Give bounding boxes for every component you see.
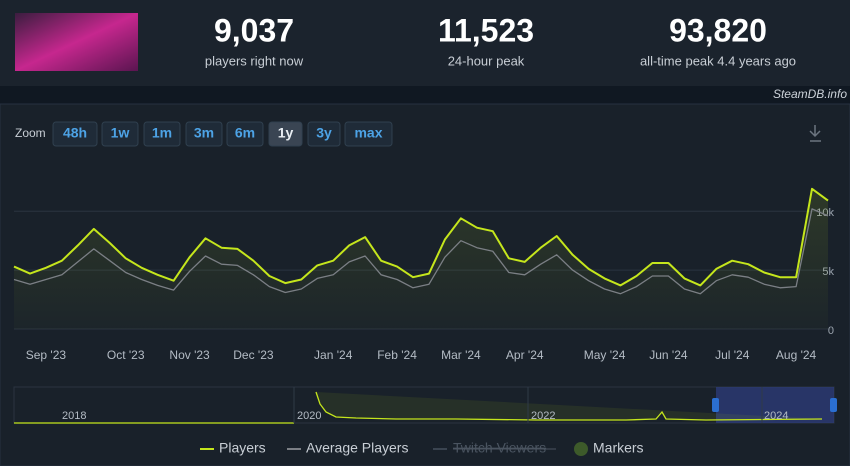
zoom-button-label[interactable]: 6m (235, 125, 255, 141)
x-tick-label: Oct '23 (107, 348, 145, 362)
x-tick-label: Dec '23 (233, 348, 274, 362)
stat-label: 24-hour peak (448, 53, 525, 68)
zoom-button[interactable] (307, 121, 341, 147)
x-tick-label: Sep '23 (26, 348, 67, 362)
x-tick-label: Jan '24 (314, 348, 353, 362)
x-tick-label: Feb '24 (377, 348, 417, 362)
series-line (13, 187, 829, 287)
zoom-button[interactable] (344, 121, 393, 147)
x-tick-label: Jun '24 (649, 348, 688, 362)
legend-swatch (574, 442, 588, 456)
source: SteamDB.info (773, 87, 847, 101)
zoom-button-label[interactable]: 3m (194, 125, 214, 141)
navigator-selection[interactable] (716, 387, 834, 423)
zoom-button[interactable] (52, 121, 98, 147)
legend-label[interactable]: Twitch Viewers (453, 440, 546, 456)
zoom-label: Zoom (15, 126, 46, 140)
navigator-handle[interactable] (830, 398, 837, 412)
navigator-label: 2018 (62, 410, 86, 422)
series-area (14, 188, 828, 329)
x-tick-label: Apr '24 (506, 348, 544, 362)
x-tick-label: Aug '24 (776, 348, 817, 362)
game-cover (15, 13, 138, 71)
navigator-label: 2024 (764, 410, 788, 422)
series-line (13, 208, 829, 295)
navigator[interactable] (13, 386, 835, 424)
stat-value: 93,820 (669, 12, 767, 48)
legend-label[interactable]: Markers (593, 440, 644, 456)
header-panel (0, 0, 850, 86)
stat-value: 9,037 (214, 12, 294, 48)
zoom-button[interactable] (143, 121, 181, 147)
zoom-button[interactable] (226, 121, 264, 147)
navigator-line (14, 391, 823, 424)
navigator-label: 2022 (531, 410, 555, 422)
stat-label: all-time peak 4.4 years ago (640, 53, 796, 68)
navigator-dividers (293, 387, 763, 423)
zoom-button-label[interactable]: max (354, 125, 382, 141)
zoom-button[interactable] (185, 121, 223, 147)
zoom-button[interactable] (101, 121, 139, 147)
stat-label: players right now (205, 53, 304, 68)
zoom-button-label[interactable]: 1m (152, 125, 172, 141)
zoom-button-label[interactable]: 1y (278, 125, 294, 141)
navigator-label: 2020 (297, 410, 321, 422)
x-tick-label: May '24 (584, 348, 626, 362)
x-tick-label: Jul '24 (715, 348, 750, 362)
legend-label[interactable]: Average Players (306, 440, 408, 456)
zoom-button-label[interactable]: 1w (111, 125, 130, 141)
navigator-handle[interactable] (712, 398, 719, 412)
x-tick-label: Mar '24 (441, 348, 481, 362)
download-icon[interactable] (809, 125, 821, 142)
x-tick-label: Nov '23 (169, 348, 210, 362)
zoom-button-label[interactable]: 3y (316, 125, 332, 141)
legend-label[interactable]: Players (219, 440, 266, 456)
y-tick-label: 0 (828, 325, 834, 337)
zoom-button-label[interactable]: 48h (63, 125, 87, 141)
zoom-button[interactable] (268, 121, 303, 147)
stat-value: 11,523 (438, 12, 534, 48)
